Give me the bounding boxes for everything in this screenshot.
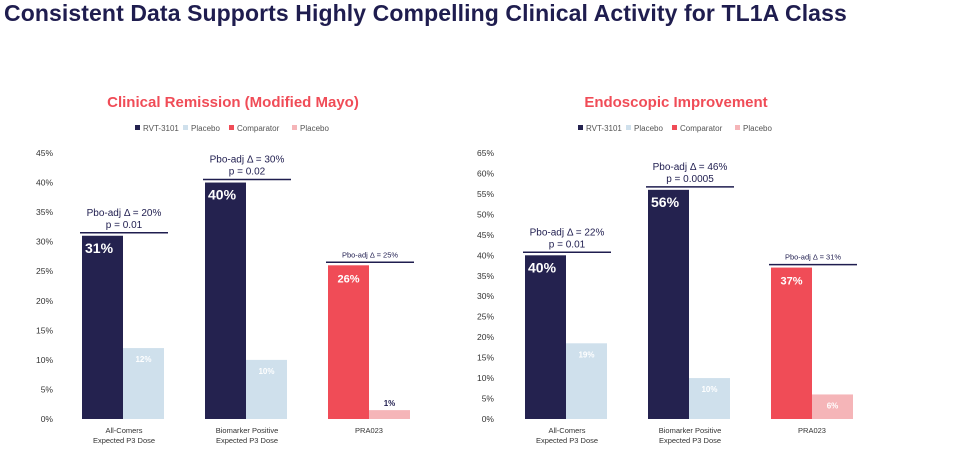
treatment-bar — [648, 189, 689, 419]
placebo-value-label: 6% — [827, 401, 839, 410]
y-tick-label: 10% — [477, 373, 494, 383]
delta-annotation: Pbo-adj Δ = 22% — [530, 227, 605, 238]
y-tick-label: 10% — [36, 355, 53, 365]
y-tick-label: 40% — [36, 178, 53, 188]
y-tick-label: 55% — [477, 189, 494, 199]
legend-label: Placebo — [743, 124, 772, 133]
treatment-bar — [205, 182, 246, 419]
treatment-value-label: 40% — [528, 259, 557, 275]
delta-annotation: Pbo-adj Δ = 31% — [785, 253, 841, 262]
y-tick-label: 25% — [477, 312, 494, 322]
legend-label: Comparator — [680, 124, 723, 133]
y-tick-label: 35% — [36, 207, 53, 217]
p-value-annotation: p = 0.01 — [549, 239, 586, 250]
y-tick-label: 20% — [36, 296, 53, 306]
treatment-value-label: 26% — [337, 273, 359, 285]
y-tick-label: 35% — [477, 271, 494, 281]
x-category-label: Expected P3 Dose — [216, 436, 278, 445]
placebo-bar — [812, 394, 853, 419]
x-category-label: Biomarker Positive — [659, 426, 722, 435]
treatment-value-label: 31% — [85, 240, 114, 256]
y-tick-label: 5% — [482, 394, 495, 404]
y-tick-label: 0% — [41, 414, 54, 424]
treatment-value-label: 40% — [208, 187, 237, 203]
legend-label: Placebo — [634, 124, 663, 133]
legend-swatch — [292, 125, 297, 130]
treatment-value-label: 37% — [780, 276, 802, 288]
x-category-label: PRA023 — [798, 426, 826, 435]
legend-label: Placebo — [300, 124, 329, 133]
p-value-annotation: p = 0.01 — [106, 220, 143, 231]
p-value-annotation: p = 0.02 — [229, 167, 266, 178]
delta-annotation: Pbo-adj Δ = 30% — [210, 155, 285, 166]
legend-swatch — [735, 125, 740, 130]
p-value-annotation: p = 0.0005 — [666, 174, 714, 185]
x-category-label: PRA023 — [355, 426, 383, 435]
legend-label: RVT-3101 — [586, 124, 622, 133]
legend-swatch — [672, 125, 677, 130]
placebo-bar — [246, 359, 287, 419]
y-tick-label: 30% — [477, 291, 494, 301]
legend-swatch — [626, 125, 631, 130]
x-category-label: Biomarker Positive — [216, 426, 279, 435]
y-tick-label: 20% — [477, 332, 494, 342]
y-tick-label: 65% — [477, 148, 494, 158]
legend-label: Placebo — [191, 124, 220, 133]
treatment-bar — [328, 265, 369, 419]
y-tick-label: 15% — [36, 325, 53, 335]
treatment-value-label: 56% — [651, 194, 680, 210]
placebo-value-label: 12% — [135, 355, 151, 364]
y-tick-label: 30% — [36, 237, 53, 247]
delta-annotation: Pbo-adj Δ = 20% — [87, 208, 162, 219]
x-category-label: All-Comers — [105, 426, 142, 435]
y-tick-label: 45% — [477, 230, 494, 240]
y-tick-label: 25% — [36, 266, 53, 276]
treatment-bar — [525, 255, 566, 419]
legend-label: RVT-3101 — [143, 124, 179, 133]
x-category-label: Expected P3 Dose — [536, 436, 598, 445]
placebo-bar — [689, 378, 730, 419]
x-category-label: Expected P3 Dose — [93, 436, 155, 445]
legend-label: Comparator — [237, 124, 280, 133]
placebo-value-label: 1% — [384, 399, 396, 408]
y-tick-label: 60% — [477, 168, 494, 178]
y-tick-label: 5% — [41, 384, 54, 394]
page-title: Consistent Data Supports Highly Compelli… — [4, 0, 847, 26]
chart-title: Clinical Remission (Modified Mayo) — [107, 94, 359, 111]
y-tick-label: 15% — [477, 353, 494, 363]
x-category-label: All-Comers — [548, 426, 585, 435]
treatment-bar — [771, 267, 812, 419]
placebo-value-label: 19% — [578, 350, 594, 359]
placebo-bar — [566, 343, 607, 419]
placebo-value-label: 10% — [258, 367, 274, 376]
x-category-label: Expected P3 Dose — [659, 436, 721, 445]
chart-title: Endoscopic Improvement — [584, 94, 767, 111]
legend-swatch — [183, 125, 188, 130]
y-tick-label: 50% — [477, 209, 494, 219]
delta-annotation: Pbo-adj Δ = 46% — [653, 162, 728, 173]
y-tick-label: 45% — [36, 148, 53, 158]
y-tick-label: 0% — [482, 414, 495, 424]
y-tick-label: 40% — [477, 250, 494, 260]
placebo-bar — [123, 348, 164, 419]
placebo-value-label: 10% — [701, 385, 717, 394]
legend-swatch — [578, 125, 583, 130]
legend-swatch — [135, 125, 140, 130]
treatment-bar — [82, 235, 123, 419]
delta-annotation: Pbo-adj Δ = 25% — [342, 250, 398, 259]
placebo-bar — [369, 410, 410, 419]
legend-swatch — [229, 125, 234, 130]
